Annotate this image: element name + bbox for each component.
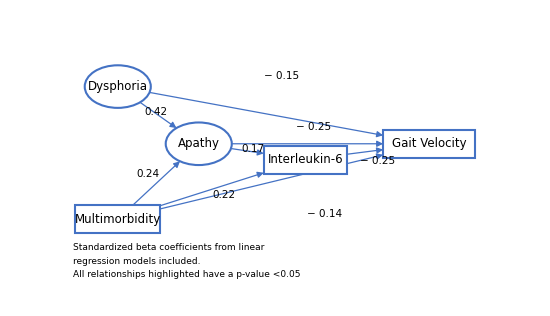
FancyBboxPatch shape xyxy=(75,205,161,233)
Text: − 0.25: − 0.25 xyxy=(360,156,395,166)
Text: Multimorbidity: Multimorbidity xyxy=(75,213,161,226)
Text: Apathy: Apathy xyxy=(178,137,220,150)
Text: 0.17: 0.17 xyxy=(241,144,265,154)
Text: 0.22: 0.22 xyxy=(213,190,236,200)
FancyBboxPatch shape xyxy=(383,130,475,158)
Text: Dysphoria: Dysphoria xyxy=(88,80,148,93)
Text: Standardized beta coefficients from linear
regression models included.
All relat: Standardized beta coefficients from line… xyxy=(73,243,300,279)
FancyBboxPatch shape xyxy=(264,146,347,173)
Ellipse shape xyxy=(166,123,232,165)
Text: Gait Velocity: Gait Velocity xyxy=(392,137,466,150)
Text: − 0.15: − 0.15 xyxy=(265,71,299,81)
Text: 0.42: 0.42 xyxy=(145,107,168,117)
Text: − 0.14: − 0.14 xyxy=(307,209,342,219)
Text: 0.24: 0.24 xyxy=(136,169,159,179)
Ellipse shape xyxy=(85,65,151,108)
Text: Interleukin-6: Interleukin-6 xyxy=(267,153,343,166)
Text: − 0.25: − 0.25 xyxy=(296,122,332,132)
